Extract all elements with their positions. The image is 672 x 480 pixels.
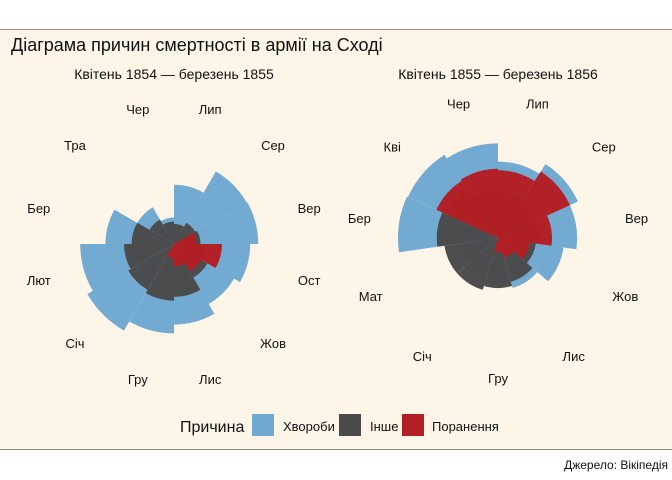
wedge-інше-0-9 bbox=[131, 222, 174, 244]
legend-swatch-2 bbox=[402, 414, 424, 436]
legend-label-1: Інше bbox=[370, 419, 398, 434]
subchart-title-0: Квітень 1854 — березень 1855 bbox=[74, 66, 274, 82]
wedge-інше-1-7 bbox=[444, 238, 498, 274]
month-label-1-4: Лис bbox=[563, 349, 586, 364]
month-label-0-0: Лип bbox=[199, 102, 222, 117]
month-label-0-10: Тра bbox=[64, 138, 86, 153]
month-label-1-2: Вер bbox=[625, 211, 648, 226]
source-note: Джерело: Вікіпедія bbox=[564, 458, 668, 472]
wedge-інше-0-1 bbox=[174, 222, 196, 244]
wedge-поранення-1-3 bbox=[498, 238, 530, 260]
wedge-інше-0-7 bbox=[128, 244, 174, 290]
month-label-1-6: Січ bbox=[413, 349, 432, 364]
wedge-поранення-0-3 bbox=[174, 244, 222, 268]
wedge-поранення-0-5 bbox=[174, 244, 186, 267]
month-label-1-9: Кві bbox=[384, 139, 401, 154]
legend-label-2: Поранення bbox=[432, 419, 499, 434]
month-label-0-6: Гру bbox=[128, 372, 148, 387]
month-label-0-8: Лют bbox=[27, 273, 51, 288]
wedge-поранення-1-9 bbox=[436, 181, 498, 238]
subchart-title-1: Квітень 1855 — березень 1856 bbox=[398, 66, 598, 82]
month-label-0-5: Лис bbox=[199, 372, 222, 387]
wedge-поранення-1-10 bbox=[460, 168, 498, 238]
wedge-поранення-1-0 bbox=[498, 170, 535, 238]
month-label-1-8: Бер bbox=[348, 211, 371, 226]
legend-swatch-0 bbox=[252, 414, 274, 436]
month-label-1-3: Жов bbox=[612, 289, 638, 304]
wedge-хвороби-0-1 bbox=[174, 171, 247, 244]
wedge-поранення-0-6 bbox=[166, 244, 174, 259]
month-label-0-9: Бер bbox=[27, 201, 50, 216]
wedge-інше-1-5 bbox=[483, 238, 513, 289]
month-label-0-11: Чер bbox=[126, 102, 149, 117]
month-label-0-1: Сер bbox=[261, 138, 285, 153]
wedge-інше-1-8 bbox=[436, 212, 498, 247]
wedge-поранення-1-4 bbox=[498, 238, 514, 258]
wedge-інше-0-6 bbox=[145, 244, 174, 301]
legend-title: Причина bbox=[180, 419, 244, 436]
wedge-поранення-1-5 bbox=[493, 238, 503, 253]
wedge-поранення-0-4 bbox=[174, 244, 202, 272]
legend-swatch-1 bbox=[339, 414, 361, 436]
wedge-інше-1-6 bbox=[457, 238, 498, 290]
month-label-1-1: Сер bbox=[592, 139, 616, 154]
month-label-0-7: Січ bbox=[65, 336, 84, 351]
month-label-0-2: Вер bbox=[298, 201, 321, 216]
month-label-0-4: Жов bbox=[260, 336, 286, 351]
month-label-1-0: Лип bbox=[526, 97, 549, 112]
wedge-інше-0-10 bbox=[149, 219, 174, 244]
wedge-інше-0-8 bbox=[124, 244, 174, 269]
wedge-поранення-1-2 bbox=[498, 215, 553, 246]
month-label-1-5: Гру bbox=[488, 371, 508, 386]
month-label-1-7: Мат bbox=[359, 289, 383, 304]
wedge-інше-0-0 bbox=[174, 224, 184, 244]
month-label-0-3: Ост bbox=[298, 273, 321, 288]
chart-title: Діаграма причин смертності в армії на Сх… bbox=[11, 35, 383, 55]
month-label-1-10: Чер bbox=[447, 97, 470, 112]
wedge-інше-0-11 bbox=[162, 221, 174, 244]
wedge-поранення-0-2 bbox=[174, 232, 197, 244]
wedge-поранення-1-1 bbox=[498, 171, 570, 238]
legend-label-0: Хвороби bbox=[283, 419, 335, 434]
